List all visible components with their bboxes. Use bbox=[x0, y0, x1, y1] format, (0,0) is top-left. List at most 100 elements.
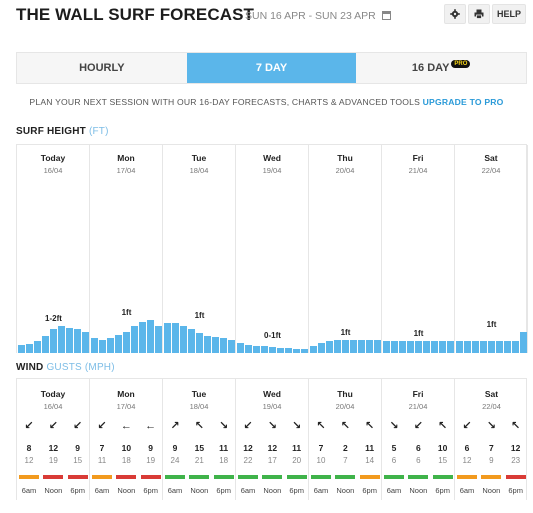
surf-height-bar[interactable] bbox=[252, 345, 260, 353]
surf-height-bar[interactable] bbox=[66, 327, 74, 353]
surf-height-bar[interactable] bbox=[58, 326, 66, 353]
surf-height-bar[interactable] bbox=[431, 340, 439, 353]
surf-height-bar[interactable] bbox=[447, 340, 455, 353]
wind-day-date: 21/04 bbox=[408, 402, 428, 411]
surf-height-bar[interactable] bbox=[147, 319, 155, 353]
wind-rating-bar bbox=[481, 475, 502, 479]
surf-day-column: Today 16/04 bbox=[17, 145, 90, 353]
surf-height-bar[interactable] bbox=[122, 332, 131, 353]
wind-gust: 22 bbox=[243, 456, 253, 465]
surf-day-column: Thu 20/04 bbox=[309, 145, 382, 353]
surf-height-bar[interactable] bbox=[212, 336, 220, 353]
surf-day-name: Mon bbox=[117, 153, 135, 163]
surf-height-bar[interactable] bbox=[301, 348, 309, 353]
surf-day-date: 20/04 bbox=[335, 166, 355, 175]
surf-height-bar[interactable] bbox=[82, 331, 90, 353]
surf-height-bar[interactable] bbox=[341, 339, 350, 353]
surf-height-title: SURF HEIGHT (FT) bbox=[16, 126, 109, 137]
surf-height-unit: (FT) bbox=[88, 126, 109, 137]
surf-height-bar[interactable] bbox=[131, 325, 139, 353]
surf-height-bar[interactable] bbox=[25, 344, 33, 353]
surf-day-column: Fri 21/04 bbox=[382, 145, 455, 353]
surf-height-bar[interactable] bbox=[309, 345, 317, 353]
surf-height-bar[interactable] bbox=[106, 337, 114, 353]
surf-height-bar[interactable] bbox=[398, 340, 406, 353]
surf-height-bar[interactable] bbox=[139, 321, 147, 353]
surf-height-bar[interactable] bbox=[414, 340, 423, 353]
surf-height-bar[interactable] bbox=[520, 331, 528, 353]
tab-16-day[interactable]: 16 DAY PRO bbox=[356, 53, 526, 83]
surf-height-bar[interactable] bbox=[333, 339, 341, 353]
date-range[interactable]: SUN 16 APR - SUN 23 APR bbox=[245, 10, 391, 22]
surf-height-bar[interactable] bbox=[244, 344, 252, 353]
surf-height-bar[interactable] bbox=[439, 340, 447, 353]
surf-height-bar[interactable] bbox=[41, 335, 49, 353]
surf-height-bar[interactable] bbox=[204, 335, 212, 353]
surf-height-bar[interactable] bbox=[366, 339, 374, 353]
surf-height-bar[interactable] bbox=[155, 325, 163, 353]
surf-height-bar[interactable] bbox=[98, 339, 106, 353]
surf-height-bar[interactable] bbox=[171, 322, 179, 353]
wind-day-column: Sat 22/04 ↙ 6 12 6am ↘ 7 9 Noon ↖ 12 23 6pm bbox=[455, 379, 528, 500]
surf-height-bar[interactable] bbox=[277, 347, 285, 353]
surf-height-bar[interactable] bbox=[195, 332, 204, 353]
surf-height-bar[interactable] bbox=[512, 341, 520, 353]
surf-height-bar[interactable] bbox=[463, 341, 471, 353]
surf-height-bar[interactable] bbox=[228, 339, 236, 353]
settings-button[interactable] bbox=[444, 4, 466, 24]
wind-gust: 11 bbox=[97, 456, 107, 465]
wind-title-text: WIND bbox=[16, 362, 44, 373]
surf-height-bar[interactable] bbox=[487, 341, 496, 353]
upgrade-link[interactable]: UPGRADE TO PRO bbox=[422, 97, 504, 107]
wind-day-name: Wed bbox=[263, 389, 281, 399]
surf-height-bar[interactable] bbox=[163, 323, 171, 353]
surf-height-bar[interactable] bbox=[317, 342, 325, 353]
surf-height-bar[interactable] bbox=[504, 341, 512, 353]
surf-height-bar[interactable] bbox=[423, 340, 431, 353]
surf-height-bar[interactable] bbox=[496, 341, 504, 353]
surf-height-bar[interactable] bbox=[260, 346, 268, 353]
surf-height-bar[interactable] bbox=[325, 340, 333, 353]
surf-height-bar[interactable] bbox=[293, 348, 301, 353]
surf-height-bar[interactable] bbox=[350, 339, 358, 353]
surf-height-bar[interactable] bbox=[406, 340, 414, 353]
surf-height-bar[interactable] bbox=[455, 341, 463, 353]
surf-height-bar[interactable] bbox=[390, 340, 398, 353]
wind-direction-arrow-icon: ↘ bbox=[267, 419, 277, 432]
surf-height-bar[interactable] bbox=[479, 341, 487, 353]
wind-gust: 12 bbox=[24, 456, 34, 465]
surf-height-bar[interactable] bbox=[374, 339, 382, 353]
print-button[interactable] bbox=[468, 4, 490, 24]
surf-height-bar[interactable] bbox=[114, 334, 122, 353]
tab-7-day[interactable]: 7 DAY bbox=[186, 53, 357, 83]
surf-height-bar[interactable] bbox=[358, 339, 366, 353]
surf-height-bar[interactable] bbox=[220, 337, 228, 353]
surf-height-bar[interactable] bbox=[90, 337, 98, 353]
wind-gust: 7 bbox=[343, 456, 348, 465]
surf-height-bar[interactable] bbox=[33, 341, 41, 353]
surf-height-bar[interactable] bbox=[187, 329, 195, 353]
wind-time-label: 6pm bbox=[216, 486, 231, 495]
wind-gust: 6 bbox=[391, 456, 397, 465]
tab-hourly[interactable]: HOURLY bbox=[17, 53, 187, 83]
surf-height-bar[interactable] bbox=[74, 329, 82, 353]
wind-day-name: Tue bbox=[191, 389, 207, 399]
surf-height-bar[interactable] bbox=[49, 328, 58, 353]
surf-height-label: 1ft bbox=[413, 328, 424, 338]
tab-16-day-label: 16 DAY bbox=[411, 62, 450, 74]
surf-day-date: 21/04 bbox=[408, 166, 428, 175]
wind-day-name: Thu bbox=[337, 389, 353, 399]
wind-direction-arrow-icon: ↙ bbox=[48, 419, 58, 432]
surf-height-bar[interactable] bbox=[236, 342, 244, 353]
wind-speed: 11 bbox=[365, 443, 375, 453]
surf-height-bar[interactable] bbox=[382, 340, 390, 353]
surf-height-bar[interactable] bbox=[268, 347, 277, 353]
calendar-icon[interactable] bbox=[381, 11, 391, 20]
surf-height-bar[interactable] bbox=[471, 341, 479, 353]
wind-speed: 10 bbox=[121, 443, 132, 453]
wind-time-label: 6pm bbox=[508, 486, 523, 495]
help-button[interactable]: HELP bbox=[492, 4, 526, 24]
surf-height-bar[interactable] bbox=[179, 326, 187, 353]
surf-height-bar[interactable] bbox=[17, 344, 25, 353]
surf-height-bar[interactable] bbox=[285, 347, 293, 353]
